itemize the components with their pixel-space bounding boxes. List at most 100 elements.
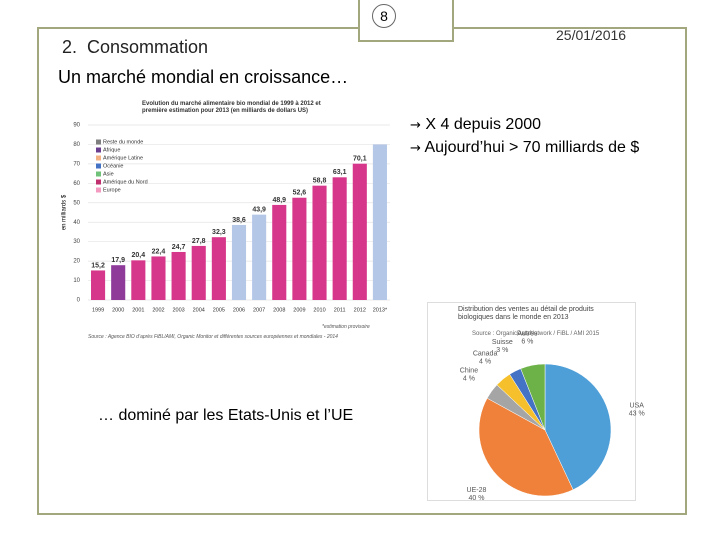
pie-value-label: 6 %: [521, 339, 533, 346]
bar-title: Evolution du marché alimentaire bio mond…: [142, 101, 321, 114]
pie-slice: [544, 363, 612, 491]
bar: [332, 177, 347, 300]
legend-swatch: [96, 139, 101, 145]
bullet: → X 4 depuis 2000: [410, 116, 542, 133]
y-tick-label: 50: [73, 200, 80, 206]
x-tick-label: 2001: [132, 307, 144, 313]
pie-label: Autres: [517, 331, 538, 338]
pie-value-label: 4 %: [463, 376, 475, 383]
value-label: 48,9: [272, 197, 286, 204]
bar: [211, 237, 226, 300]
legend-label: Reste du monde: [103, 139, 143, 145]
bar-source: Source : Agence BIO d’après FiBL/AMI, Or…: [88, 334, 338, 340]
pie-slice: [520, 363, 546, 431]
legend-swatch: [96, 179, 101, 185]
caption: … dominé par les Etats-Unis et l’UE: [98, 407, 354, 424]
x-tick-label: 2008: [273, 307, 285, 313]
pie-frame: [427, 302, 636, 501]
legend-label: Océanie: [103, 163, 124, 169]
x-tick-label: 2000: [112, 307, 124, 313]
value-label: 17,9: [111, 257, 125, 264]
bar: [151, 256, 166, 300]
pie-title: Distribution des ventes au détail de pro…: [458, 306, 594, 321]
legend-label: Afrique: [103, 147, 120, 153]
y-tick-label: 80: [73, 142, 80, 148]
bar: [91, 270, 106, 300]
x-tick-label: 2009: [293, 307, 305, 313]
value-label: 15,2: [91, 262, 105, 269]
y-axis-label: en milliards $: [62, 194, 68, 230]
value-label: 27,8: [192, 238, 206, 245]
value-label: 58,8: [313, 178, 327, 185]
pie-label: USA: [630, 402, 645, 409]
x-tick-label: 2006: [233, 307, 245, 313]
value-label: 22,4: [152, 248, 166, 255]
bar: [111, 265, 126, 300]
legend-swatch: [96, 171, 101, 177]
legend-label: Amérique du Nord: [103, 179, 148, 185]
x-tick-label: 2007: [253, 307, 265, 313]
x-tick-label: 2004: [193, 307, 205, 313]
bar: [171, 251, 186, 300]
legend-label: Europe: [103, 187, 121, 193]
legend-label: Asie: [103, 171, 114, 177]
legend-swatch: [96, 147, 101, 153]
pie-value-label: 4 %: [479, 358, 491, 365]
value-label: 52,6: [293, 190, 307, 197]
value-label: 24,7: [172, 244, 186, 251]
legend-swatch: [96, 155, 101, 161]
value-label: 32,3: [212, 229, 226, 236]
bar: [292, 197, 307, 300]
bar: [191, 245, 206, 300]
bullet: → Aujourd’hui > 70 milliards de $: [410, 139, 640, 156]
pie-value-label: 43 %: [629, 410, 645, 417]
x-tick-label: 2003: [172, 307, 184, 313]
bar-note: *estimation provisoire: [322, 324, 370, 330]
pie-slice: [478, 397, 574, 497]
value-label: 43,9: [252, 206, 266, 213]
pie-label: Canada: [473, 350, 498, 357]
pie-value-label: 40 %: [468, 495, 484, 502]
bar: [131, 260, 146, 300]
y-tick-label: 90: [73, 123, 80, 129]
value-label: 38,6: [232, 217, 246, 224]
x-tick-label: 2010: [313, 307, 325, 313]
pie-value-label: 3 %: [496, 347, 508, 354]
value-label: 63,1: [333, 169, 347, 176]
x-tick-label: 2005: [213, 307, 225, 313]
section: 2. Consommation: [62, 37, 209, 57]
legend-label: Amérique Latine: [103, 155, 143, 161]
bullet-text: Aujourd’hui > 70 milliards de $: [424, 139, 640, 156]
x-tick-label: 1999: [92, 307, 104, 313]
bar: [352, 163, 367, 300]
y-tick-label: 10: [73, 278, 80, 284]
legend-swatch: [96, 187, 101, 193]
value-label: 20,4: [132, 252, 146, 259]
pie-label: Chine: [460, 368, 478, 375]
y-tick-label: 30: [73, 239, 80, 245]
y-tick-label: 60: [73, 181, 80, 187]
bar: [372, 144, 387, 300]
bar: [231, 224, 247, 300]
pie-label: UE-28: [467, 487, 487, 494]
pie-label: Suisse: [492, 339, 513, 346]
x-tick-label: 2002: [152, 307, 164, 313]
slide-number: 8: [372, 4, 396, 28]
y-tick-label: 70: [73, 161, 80, 167]
x-tick-label: 2013*: [373, 307, 388, 313]
date: 25/01/2016: [556, 27, 627, 43]
pie-source: Source : OrganicDataNetwork / FiBL / AMI…: [472, 331, 600, 337]
title: Un marché mondial en croissance…: [58, 67, 349, 87]
legend-swatch: [96, 163, 101, 169]
bar: [312, 185, 327, 300]
x-tick-label: 2011: [334, 307, 346, 313]
y-tick-label: 40: [73, 220, 80, 226]
bar: [252, 214, 267, 300]
bullet-text: X 4 depuis 2000: [425, 116, 542, 133]
bar: [272, 204, 287, 300]
y-tick-label: 20: [73, 259, 80, 265]
value-label: 70,1: [353, 156, 367, 163]
x-tick-label: 2012: [354, 307, 366, 313]
